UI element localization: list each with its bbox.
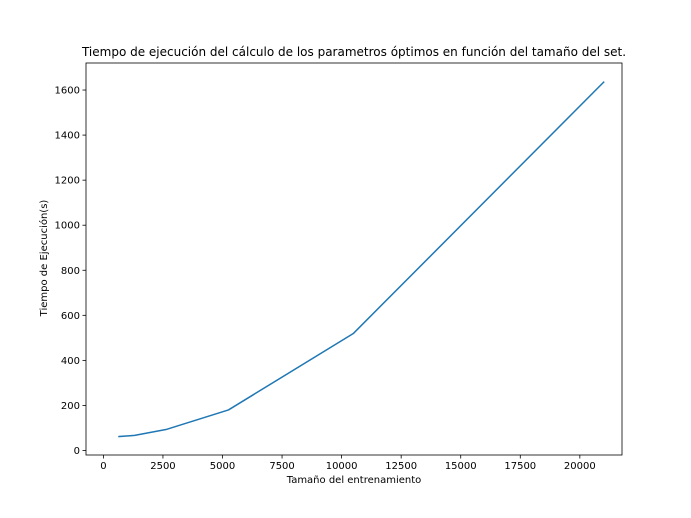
y-tick-label: 400 [61,356,80,367]
x-tick-label: 12500 [385,461,417,472]
y-tick-label: 600 [61,311,80,322]
x-axis-label: Tamaño del entrenamiento [286,475,422,486]
y-axis-label: Tiempo de Ejecución(s) [38,200,50,318]
series-line-0 [118,81,605,438]
y-axis: 0 200 400 600 800 1000 1200 1400 1600 [55,86,86,457]
x-tick-label: 20000 [564,461,596,472]
y-tick-label: 200 [61,401,80,412]
x-tick-label: 5000 [210,461,235,472]
x-tick-label: 10000 [326,461,358,472]
x-tick-label: 7500 [269,461,294,472]
chart-title: Tiempo de ejecución del cálculo de los p… [81,45,626,59]
y-tick-label: 800 [61,266,80,277]
plot-frame [85,62,623,456]
y-tick-label: 1600 [55,86,80,97]
y-tick-label: 1000 [55,221,80,232]
x-tick-label: 0 [100,461,106,472]
x-tick-label: 2500 [150,461,175,472]
y-tick-label: 1200 [55,176,80,187]
y-tick-label: 0 [74,446,80,457]
plot-area [85,62,623,456]
x-tick-label: 17500 [504,461,536,472]
y-tick-label: 1400 [55,131,80,142]
x-axis: 0 2500 5000 7500 10000 12500 15000 17500 20000 [100,455,596,472]
x-tick-label: 15000 [445,461,477,472]
